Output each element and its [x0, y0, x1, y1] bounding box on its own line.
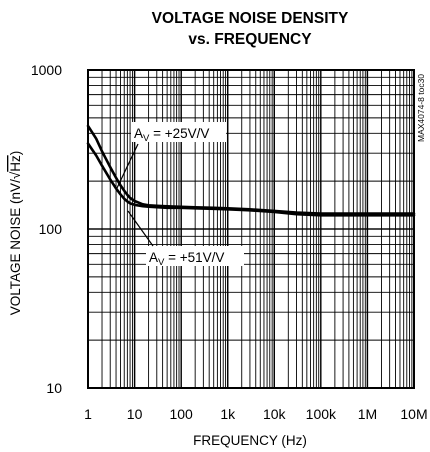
series-label-av51-leader [127, 210, 154, 247]
series-label-av51-sub: V [158, 257, 165, 268]
series-label-av51-rest: = +51V/V [164, 250, 224, 265]
series-label-av51: AV = +51V/V [127, 210, 244, 268]
chart-title-line-2: vs. FREQUENCY [188, 31, 312, 48]
noise-curves [86, 124, 416, 217]
series-label-av51-text: AV = +51V/V [149, 250, 224, 268]
series-label-av25-bg [131, 122, 226, 142]
y-tick-label: 10 [46, 380, 62, 396]
series-label-av25: AV = +25V/V [116, 122, 226, 189]
x-tick-label: 100k [306, 406, 337, 422]
y-axis-title: VOLTAGE NOISE (nV/√Hz) [8, 151, 23, 315]
x-tick-labels: 1 10 100 1k 10k 100k 1M 10M [84, 406, 428, 422]
plot-grid [87, 69, 415, 389]
x-tick-label: 1k [220, 406, 236, 422]
x-tick-label: 10k [263, 406, 287, 422]
series-label-av25-leader [116, 143, 139, 189]
chart-title-line-1: VOLTAGE NOISE DENSITY [152, 10, 349, 27]
x-tick-label: 100 [169, 406, 193, 422]
plot-frame [87, 69, 415, 389]
x-tick-label: 10M [400, 406, 427, 422]
series-label-av25-text: AV = +25V/V [134, 126, 209, 144]
series-label-av25-sub: V [143, 133, 150, 144]
y-axis-title-main: VOLTAGE NOISE (nV/√ [8, 171, 23, 315]
series-label-av25-rest: = +25V/V [149, 126, 209, 141]
y-tick-labels: 10 100 1000 [31, 62, 62, 396]
x-axis-title: FREQUENCY (Hz) [193, 433, 307, 448]
x-tick-label: 1 [84, 406, 92, 422]
series-label-av51-main: A [149, 250, 158, 265]
x-tick-label: 1M [358, 406, 377, 422]
y-tick-label: 1000 [31, 62, 62, 78]
x-tick-label: 10 [127, 406, 143, 422]
side-code-label: MAX4074-8 toc30 [416, 74, 426, 142]
series-label-av51-bg [146, 246, 244, 266]
y-axis-title-close: ) [8, 151, 23, 156]
series-label-av25-main: A [134, 126, 143, 141]
y-tick-label: 100 [39, 221, 63, 237]
series-line-av51 [86, 142, 416, 217]
y-axis-title-radicand: Hz [8, 155, 23, 172]
